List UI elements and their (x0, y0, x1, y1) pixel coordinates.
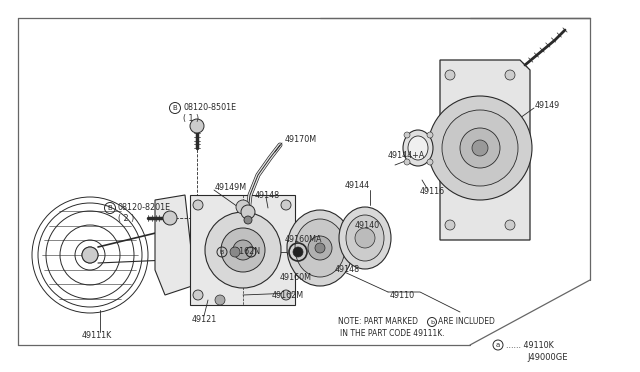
Ellipse shape (346, 215, 384, 261)
Polygon shape (440, 60, 530, 240)
Circle shape (315, 243, 325, 253)
Circle shape (355, 228, 375, 248)
Text: 49160M: 49160M (280, 273, 312, 282)
Circle shape (308, 236, 332, 260)
Circle shape (205, 212, 281, 288)
Circle shape (163, 211, 177, 225)
Text: 08120-8201E: 08120-8201E (118, 203, 171, 212)
Text: 49110: 49110 (390, 291, 415, 299)
Circle shape (281, 200, 291, 210)
Text: ( 2 ): ( 2 ) (118, 214, 134, 222)
Text: a: a (496, 342, 500, 348)
Text: 49170M: 49170M (285, 135, 317, 144)
Ellipse shape (408, 136, 428, 160)
Text: IN THE PART CODE 49111K.: IN THE PART CODE 49111K. (340, 328, 445, 337)
Text: 08120-8501E: 08120-8501E (183, 103, 236, 112)
Polygon shape (155, 195, 195, 295)
Text: 49162M: 49162M (272, 291, 304, 299)
Circle shape (472, 140, 488, 156)
Circle shape (445, 220, 455, 230)
Text: ( 1 ): ( 1 ) (183, 113, 199, 122)
Circle shape (241, 205, 255, 219)
Circle shape (404, 159, 410, 165)
Circle shape (236, 200, 250, 214)
Text: 49140: 49140 (355, 221, 380, 230)
Text: b: b (430, 320, 434, 324)
Text: B: B (220, 250, 224, 254)
Text: ARE INCLUDED: ARE INCLUDED (438, 317, 495, 327)
Circle shape (505, 70, 515, 80)
Text: 49149M: 49149M (215, 183, 247, 192)
Circle shape (221, 228, 265, 272)
Text: 49162N: 49162N (230, 247, 261, 257)
Text: 49121: 49121 (192, 315, 217, 324)
Circle shape (428, 96, 532, 200)
Text: 49160MA: 49160MA (285, 235, 323, 244)
Ellipse shape (403, 130, 433, 166)
Text: 49148: 49148 (335, 266, 360, 275)
Ellipse shape (287, 210, 353, 286)
Ellipse shape (295, 219, 345, 277)
Circle shape (442, 110, 518, 186)
Text: 49149: 49149 (535, 100, 560, 109)
Circle shape (193, 290, 203, 300)
Circle shape (82, 247, 98, 263)
Circle shape (293, 247, 303, 257)
Circle shape (193, 200, 203, 210)
Circle shape (281, 290, 291, 300)
Text: 49148: 49148 (255, 190, 280, 199)
Circle shape (190, 119, 204, 133)
Circle shape (244, 216, 252, 224)
Circle shape (215, 295, 225, 305)
Text: 49144: 49144 (345, 180, 370, 189)
Circle shape (427, 159, 433, 165)
Text: B: B (173, 105, 177, 111)
Text: 49111K: 49111K (82, 330, 112, 340)
Text: NOTE: PART MARKED: NOTE: PART MARKED (338, 317, 418, 327)
Circle shape (460, 128, 500, 168)
Circle shape (230, 247, 240, 257)
Circle shape (427, 132, 433, 138)
Circle shape (404, 132, 410, 138)
Text: J49000GE: J49000GE (527, 353, 568, 362)
Text: 49116: 49116 (420, 187, 445, 196)
Circle shape (82, 247, 98, 263)
Text: 49144+A: 49144+A (388, 151, 425, 160)
Circle shape (233, 240, 253, 260)
Ellipse shape (339, 207, 391, 269)
Bar (190, 195, 295, 305)
Text: ...... 49110K: ...... 49110K (506, 340, 554, 350)
Text: B: B (108, 205, 113, 211)
Circle shape (505, 220, 515, 230)
Circle shape (445, 70, 455, 80)
